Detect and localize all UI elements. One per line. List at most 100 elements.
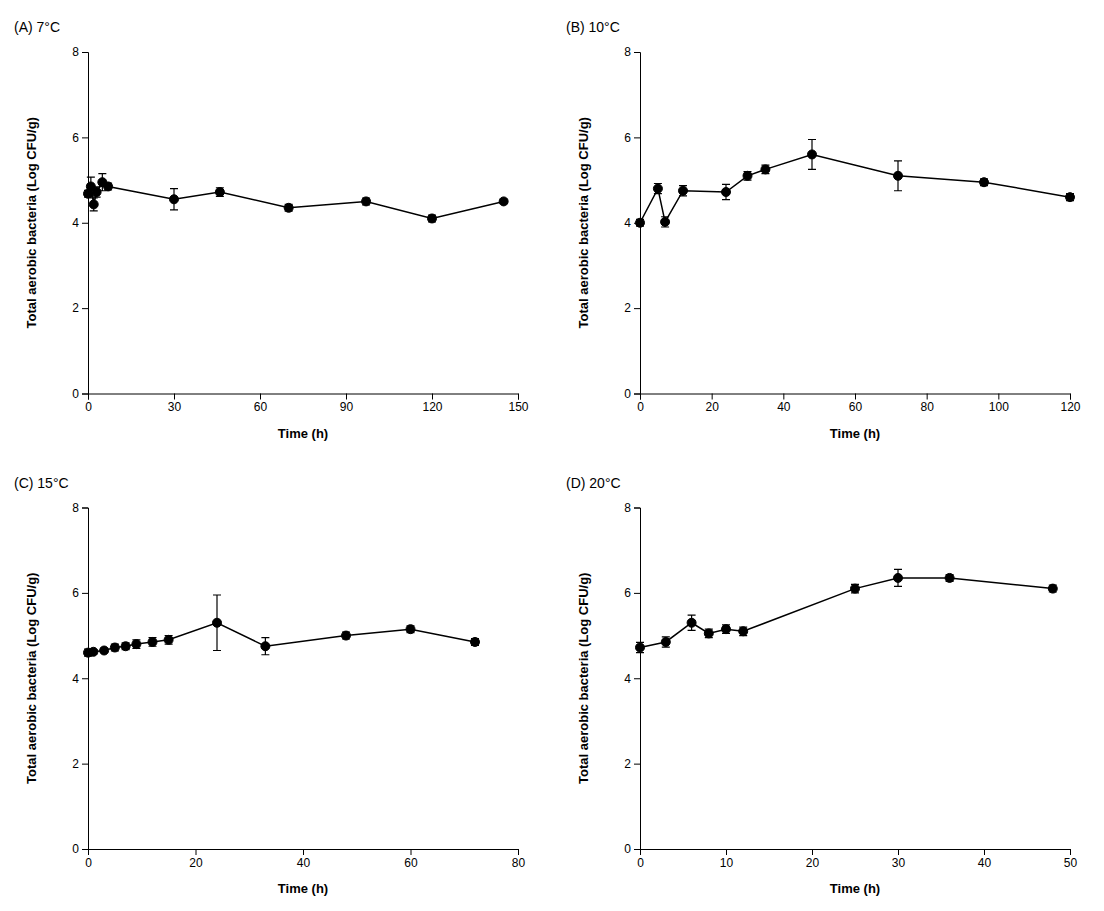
point xyxy=(406,625,415,634)
point xyxy=(170,195,179,204)
point xyxy=(894,573,903,582)
point xyxy=(428,214,437,223)
error-bar xyxy=(90,198,98,211)
y-tick-label: 0 xyxy=(624,842,631,856)
error-bar xyxy=(662,637,670,647)
error-bar xyxy=(132,640,140,649)
point xyxy=(636,643,645,652)
x-tick: 40 xyxy=(297,849,311,870)
y-axis-title: Total aerobic bacteria (Log CFU/g) xyxy=(576,573,591,784)
x-tick-label: 50 xyxy=(1064,856,1078,870)
x-tick: 60 xyxy=(404,849,418,870)
point xyxy=(808,150,817,159)
y-tick-label: 6 xyxy=(624,131,631,145)
y-tick: 8 xyxy=(624,45,640,59)
y-tick: 0 xyxy=(72,387,88,401)
plot-area xyxy=(636,569,1058,652)
y-tick-label: 6 xyxy=(624,586,631,600)
x-tick: 40 xyxy=(777,394,791,415)
x-tick-label: 150 xyxy=(508,400,528,414)
x-tick-label: 80 xyxy=(920,400,934,414)
x-tick: 20 xyxy=(189,849,203,870)
y-tick-label: 4 xyxy=(72,216,79,230)
point xyxy=(894,171,903,180)
x-tick-mark xyxy=(518,849,519,855)
y-tick: 6 xyxy=(624,586,640,600)
point xyxy=(1048,584,1057,593)
y-tick-label: 8 xyxy=(72,45,79,59)
x-tick-label: 90 xyxy=(340,400,354,414)
x-tick-mark xyxy=(196,849,197,855)
error-bar xyxy=(722,625,730,634)
x-tick-mark xyxy=(984,849,985,855)
x-axis-title: Time (h) xyxy=(830,426,880,441)
error-bar xyxy=(894,569,902,586)
plot-area xyxy=(84,174,509,223)
point xyxy=(743,171,752,180)
x-tick: 80 xyxy=(512,849,526,870)
y-tick-mark xyxy=(634,52,640,53)
y-tick-mark xyxy=(82,394,88,395)
error-bar xyxy=(679,186,687,196)
y-tick-mark xyxy=(634,508,640,509)
x-tick-mark xyxy=(812,849,813,855)
error-bar xyxy=(216,188,224,197)
x-tick: 120 xyxy=(422,394,442,415)
y-tick-label: 8 xyxy=(624,45,631,59)
point xyxy=(261,642,270,651)
point xyxy=(851,584,860,593)
y-tick-mark xyxy=(82,508,88,509)
x-axis-line xyxy=(641,850,1071,856)
x-tick-label: 60 xyxy=(254,400,268,414)
y-tick-mark xyxy=(82,137,88,138)
panel-title: (B) 10°C xyxy=(566,19,620,35)
point xyxy=(164,635,173,644)
error-bar xyxy=(722,184,730,199)
x-tick: 30 xyxy=(892,849,906,870)
x-tick-label: 0 xyxy=(85,400,92,414)
y-tick-label: 2 xyxy=(72,301,79,315)
plot-area xyxy=(84,595,480,657)
error-bar xyxy=(808,140,816,170)
y-axis: 02468 xyxy=(72,45,88,401)
y-tick: 4 xyxy=(72,672,88,686)
point xyxy=(284,203,293,212)
point xyxy=(89,200,98,209)
x-tick: 0 xyxy=(85,849,92,870)
error-bar xyxy=(213,595,221,650)
y-tick-label: 8 xyxy=(72,501,79,515)
y-tick-label: 8 xyxy=(624,501,631,515)
point xyxy=(132,640,141,649)
point xyxy=(215,188,224,197)
x-tick-label: 40 xyxy=(777,400,791,414)
point xyxy=(980,178,989,187)
y-tick-mark xyxy=(634,308,640,309)
point xyxy=(110,643,119,652)
error-bar xyxy=(636,642,644,652)
x-axis: 0306090120150 xyxy=(85,394,529,415)
x-axis-line xyxy=(641,394,1071,400)
x-axis: 020406080100120 xyxy=(637,394,1081,415)
error-bar xyxy=(149,638,157,647)
x-tick-mark xyxy=(432,394,433,400)
y-axis-title: Total aerobic bacteria (Log CFU/g) xyxy=(576,117,591,328)
error-bar xyxy=(851,584,859,593)
error-bar xyxy=(761,165,769,174)
x-tick: 100 xyxy=(989,394,1009,415)
x-tick: 0 xyxy=(85,394,92,415)
panel-title: (D) 20°C xyxy=(566,475,621,491)
y-tick-label: 0 xyxy=(72,842,79,856)
x-tick: 150 xyxy=(508,394,528,415)
x-tick-mark xyxy=(1070,394,1071,400)
y-tick-label: 0 xyxy=(72,387,79,401)
y-tick-label: 2 xyxy=(624,757,631,771)
x-tick-mark xyxy=(998,394,999,400)
x-tick: 90 xyxy=(340,394,354,415)
x-tick-label: 40 xyxy=(297,856,311,870)
x-axis-line xyxy=(89,850,519,856)
point xyxy=(471,637,480,646)
point xyxy=(704,629,713,638)
x-tick: 0 xyxy=(637,849,644,870)
x-tick-label: 20 xyxy=(806,856,820,870)
y-tick: 2 xyxy=(72,301,88,315)
